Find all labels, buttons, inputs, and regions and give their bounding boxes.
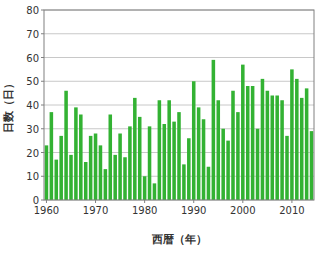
bar <box>182 164 186 200</box>
bar <box>212 60 216 200</box>
x-tick-label: 1990 <box>181 205 206 216</box>
bar <box>172 122 176 200</box>
bar <box>310 131 314 200</box>
bar <box>261 79 265 200</box>
bar <box>99 145 103 200</box>
bar <box>246 86 250 200</box>
bar <box>64 91 68 200</box>
bar <box>187 138 191 200</box>
bar <box>271 96 275 201</box>
x-tick <box>46 200 47 203</box>
x-tick <box>193 200 194 203</box>
bar <box>251 86 255 200</box>
bar <box>74 107 78 200</box>
bar <box>221 129 225 200</box>
bar <box>104 169 108 200</box>
bar <box>89 136 93 200</box>
bar <box>59 136 63 200</box>
bar <box>148 126 152 200</box>
bar <box>45 145 49 200</box>
bar <box>50 112 54 200</box>
bar <box>128 126 132 200</box>
plot-frame <box>44 10 314 200</box>
x-tick <box>95 200 96 203</box>
bar <box>69 155 73 200</box>
x-tick-label: 1970 <box>83 205 108 216</box>
bar <box>197 107 201 200</box>
x-tick <box>144 200 145 203</box>
x-tick-label: 1960 <box>34 205 59 216</box>
y-tick-label: 30 <box>26 124 39 135</box>
bar <box>280 100 284 200</box>
chart-root: 0102030405060708019601970198019902000201… <box>0 0 320 253</box>
x-tick-label: 2000 <box>230 205 255 216</box>
bar <box>158 100 162 200</box>
y-tick-label: 10 <box>26 171 39 182</box>
bar <box>143 176 147 200</box>
grid-line <box>44 33 314 34</box>
y-tick-label: 20 <box>26 148 39 159</box>
chart: 0102030405060708019601970198019902000201… <box>0 0 320 253</box>
bar <box>138 117 142 200</box>
y-tick-label: 70 <box>26 29 39 40</box>
grid-line <box>44 81 314 82</box>
bar <box>217 100 221 200</box>
bars <box>45 60 314 200</box>
bar <box>290 69 294 200</box>
bar <box>55 160 59 200</box>
bar <box>266 91 270 200</box>
bar <box>295 79 299 200</box>
bar <box>153 183 157 200</box>
bar <box>163 124 167 200</box>
bar <box>192 81 196 200</box>
x-tick <box>242 200 243 203</box>
bar <box>275 96 279 201</box>
bar <box>118 134 122 201</box>
bar <box>300 98 304 200</box>
bar <box>133 98 137 200</box>
bar <box>109 115 113 201</box>
bar <box>231 91 235 200</box>
bar <box>123 157 127 200</box>
bar <box>256 129 260 200</box>
y-tick-label: 40 <box>26 100 39 111</box>
x-axis-label: 西暦（年） <box>151 233 207 246</box>
y-tick-label: 60 <box>26 53 39 64</box>
bar <box>202 119 206 200</box>
bar <box>167 100 171 200</box>
bar <box>236 112 240 200</box>
x-tick <box>291 200 292 203</box>
bar <box>177 112 181 200</box>
bar <box>79 115 83 201</box>
bar <box>113 155 117 200</box>
x-tick-label: 1980 <box>132 205 157 216</box>
y-tick-label: 80 <box>26 5 39 16</box>
grid-line <box>44 57 314 58</box>
x-tick-label: 2010 <box>279 205 304 216</box>
bar <box>226 141 230 200</box>
bar <box>305 88 309 200</box>
y-axis-label: 日数（日） <box>2 78 15 133</box>
bar <box>94 134 98 201</box>
bar <box>241 65 245 200</box>
bar <box>285 136 289 200</box>
bar <box>207 167 211 200</box>
bar <box>84 162 88 200</box>
y-tick-label: 50 <box>26 76 39 87</box>
